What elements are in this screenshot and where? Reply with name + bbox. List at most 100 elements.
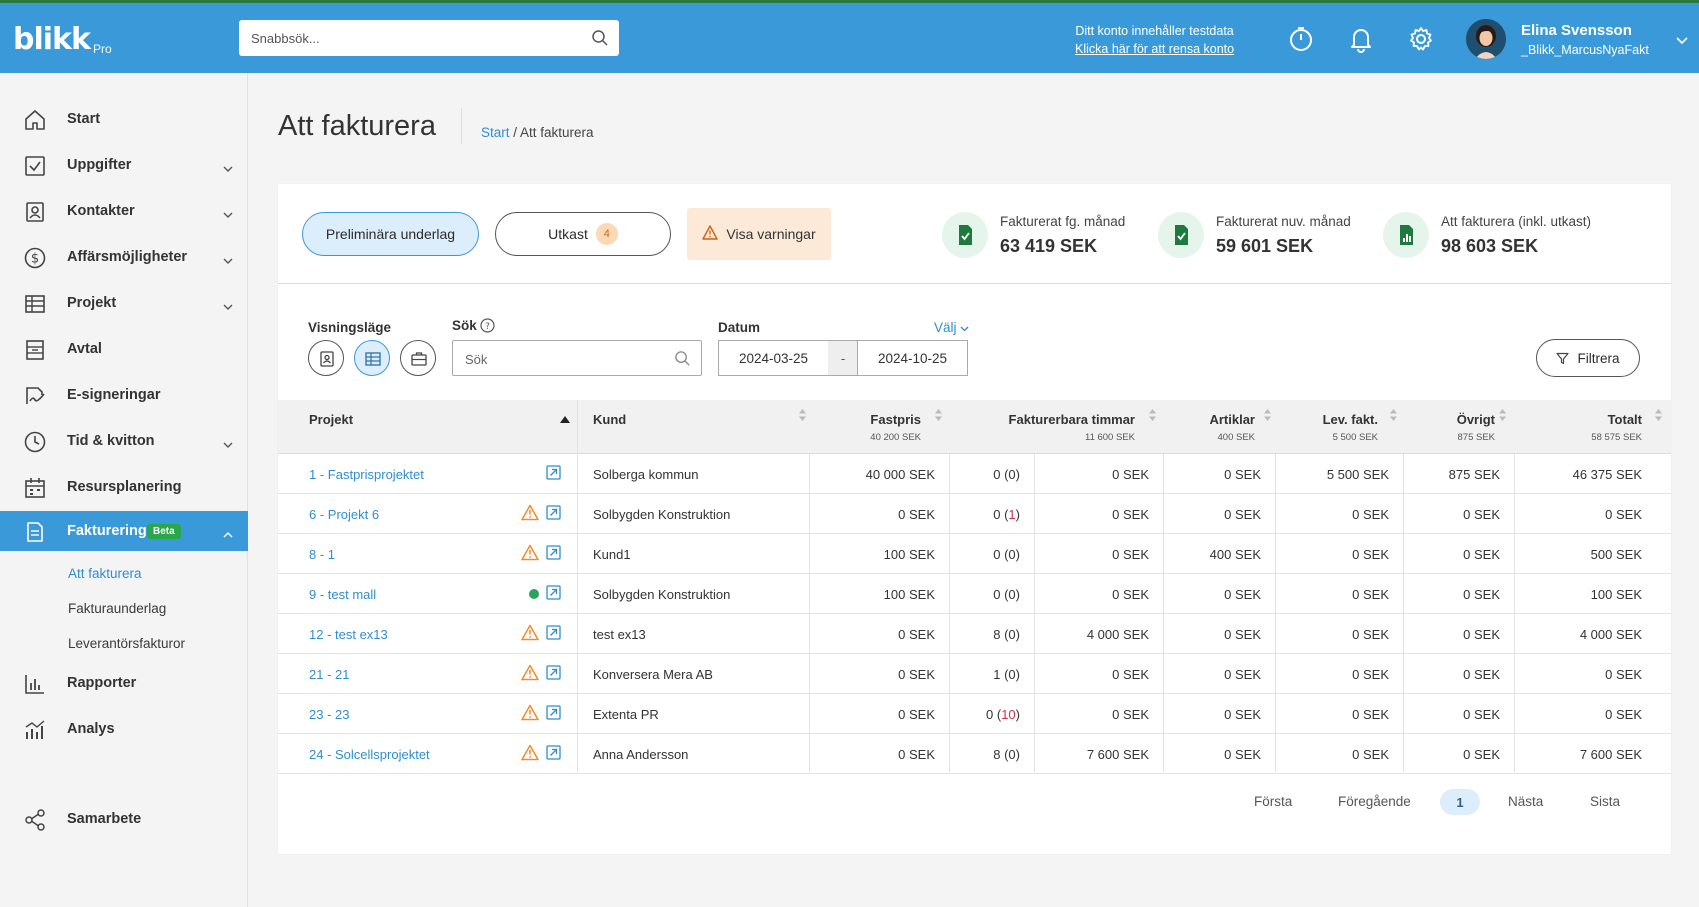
- sidebar-item-uppgifter[interactable]: Uppgifter: [0, 145, 248, 185]
- sort-icon[interactable]: [1148, 408, 1157, 425]
- pagination-last[interactable]: Sista: [1590, 794, 1621, 809]
- document-check-icon: [942, 212, 988, 258]
- project-link[interactable]: 12 - test ex13: [309, 627, 388, 642]
- clear-account-link[interactable]: Klicka här för att rensa konto: [1075, 42, 1235, 56]
- warning-icon[interactable]: [521, 704, 539, 724]
- col-header-lev-fakt[interactable]: Lev. fakt. 5 500 SEK: [1323, 412, 1378, 443]
- project-link[interactable]: 21 - 21: [309, 667, 350, 682]
- pagination-previous[interactable]: Föregående: [1338, 794, 1411, 809]
- project-link[interactable]: 23 - 23: [309, 707, 350, 722]
- avatar[interactable]: [1466, 19, 1506, 59]
- view-contacts-button[interactable]: [308, 340, 344, 376]
- tab-preliminary[interactable]: Preliminära underlag: [302, 212, 479, 256]
- table-row[interactable]: 21 - 21 Konversera Mera AB 0 SEK 1 (0) 0 SEK…: [278, 654, 1671, 694]
- warning-icon[interactable]: [521, 504, 539, 524]
- quick-search-input[interactable]: Snabbsök...: [239, 20, 619, 56]
- tab-drafts[interactable]: Utkast 4: [495, 212, 671, 256]
- customer-cell: Solbygden Konstruktion: [593, 587, 731, 602]
- sidebar-item-start[interactable]: Start: [0, 99, 248, 139]
- show-warnings-button[interactable]: Visa varningar: [687, 208, 831, 260]
- open-external-icon[interactable]: [546, 545, 561, 563]
- sort-asc-icon[interactable]: [560, 411, 570, 426]
- project-link[interactable]: 9 - test mall: [309, 587, 377, 602]
- col-header-ovrigt[interactable]: Övrigt 875 SEK: [1457, 412, 1495, 443]
- table-row[interactable]: 8 - 1 Kund1 100 SEK 0 (0) 0 SEK 400 SEK 0 SEK 0…: [278, 534, 1671, 574]
- sidebar-subitem-att-fakturera[interactable]: Att fakturera: [68, 566, 142, 581]
- warning-icon[interactable]: [521, 664, 539, 684]
- pagination-first[interactable]: Första: [1254, 794, 1293, 809]
- table-row[interactable]: 24 - Solcellsprojektet Anna Andersson 0 SE…: [278, 734, 1671, 774]
- filter-button[interactable]: Filtrera: [1536, 339, 1640, 377]
- table-row[interactable]: 6 - Projekt 6 Solbygden Konstruktion 0 SEK…: [278, 494, 1671, 534]
- sort-icon[interactable]: [798, 408, 807, 425]
- table-row[interactable]: 1 - Fastprisprojektet Solberga kommun 40 0…: [278, 454, 1671, 494]
- open-external-icon[interactable]: [546, 505, 561, 523]
- beta-badge: Beta: [147, 524, 181, 539]
- date-from-input[interactable]: 2024-03-25: [718, 340, 829, 376]
- sort-icon[interactable]: [1654, 408, 1663, 425]
- sort-icon[interactable]: [1263, 408, 1272, 425]
- table-row[interactable]: 12 - test ex13 test ex13 0 SEK 8 (0) 4 000 S…: [278, 614, 1671, 654]
- sidebar-item-fakturering[interactable]: Fakturering Beta: [0, 511, 248, 551]
- sort-icon[interactable]: [1498, 408, 1507, 425]
- col-header-fastpris[interactable]: Fastpris 40 200 SEK: [870, 412, 921, 443]
- sidebar-item-resursplanering[interactable]: Resursplanering: [0, 467, 248, 507]
- open-external-icon[interactable]: [546, 465, 561, 483]
- table-row[interactable]: 9 - test mall Solbygden Konstruktion 100 S…: [278, 574, 1671, 614]
- col-header-artiklar[interactable]: Artiklar 400 SEK: [1209, 412, 1255, 443]
- sort-icon[interactable]: [1389, 408, 1398, 425]
- hours-amount-cell: 0 SEK: [1112, 547, 1149, 562]
- sidebar-item-tid-kvitton[interactable]: Tid & kvitton: [0, 421, 248, 461]
- user-name[interactable]: Elina Svensson: [1521, 22, 1632, 39]
- open-external-icon[interactable]: [546, 745, 561, 763]
- col-header-totalt[interactable]: Totalt 58 575 SEK: [1591, 412, 1642, 443]
- sidebar-item-label: Rapporter: [67, 675, 137, 691]
- view-briefcase-button[interactable]: [400, 340, 436, 376]
- col-header-kund[interactable]: Kund: [593, 412, 627, 427]
- invoice-icon: [23, 520, 47, 544]
- col-header-timmar[interactable]: Fakturerbara timmar 11 600 SEK: [1009, 412, 1135, 443]
- help-icon[interactable]: ?: [480, 318, 495, 336]
- sidebar-item-kontakter[interactable]: Kontakter: [0, 191, 248, 231]
- sidebar-subitem-leverantorsfakturor[interactable]: Leverantörsfakturor: [68, 636, 186, 651]
- pagination-next[interactable]: Nästa: [1508, 794, 1544, 809]
- open-external-icon[interactable]: [546, 705, 561, 723]
- open-external-icon[interactable]: [546, 625, 561, 643]
- sidebar-item-e-signeringar[interactable]: E-signeringar: [0, 375, 248, 415]
- total-cell: 46 375 SEK: [1572, 467, 1642, 482]
- project-link[interactable]: 24 - Solcellsprojektet: [309, 747, 430, 762]
- sidebar-item-samarbete[interactable]: Samarbete: [0, 799, 248, 839]
- sidebar-item-affarsmojligheter[interactable]: $ Affärsmöjligheter: [0, 237, 248, 277]
- hours-cell: 1 (0): [993, 667, 1020, 682]
- chevron-down-icon[interactable]: [1676, 33, 1688, 48]
- breadcrumb-start-link[interactable]: Start: [481, 125, 510, 140]
- sidebar-item-rapporter[interactable]: Rapporter: [0, 663, 248, 703]
- search-input[interactable]: Sök: [452, 340, 702, 376]
- stopwatch-icon[interactable]: [1288, 25, 1314, 56]
- open-external-icon[interactable]: [546, 585, 561, 603]
- warning-icon[interactable]: [521, 624, 539, 644]
- open-external-icon[interactable]: [546, 665, 561, 683]
- table-row[interactable]: 23 - 23 Extenta PR 0 SEK 0 (10) 0 SEK 0 SEK 0 …: [278, 694, 1671, 734]
- pagination-current-page[interactable]: 1: [1440, 789, 1480, 815]
- warning-icon[interactable]: [521, 544, 539, 564]
- warning-icon[interactable]: [521, 744, 539, 764]
- chevron-down-icon: [223, 160, 233, 175]
- sidebar-subitem-fakturaunderlag[interactable]: Fakturaunderlag: [68, 601, 167, 616]
- bell-icon[interactable]: [1348, 25, 1374, 56]
- project-link[interactable]: 6 - Projekt 6: [309, 507, 380, 522]
- sidebar-item-projekt[interactable]: Projekt: [0, 283, 248, 323]
- gear-icon[interactable]: [1407, 25, 1435, 56]
- app-logo[interactable]: blikk: [13, 22, 91, 57]
- filter-button-label: Filtrera: [1577, 350, 1620, 366]
- sort-icon[interactable]: [934, 408, 943, 425]
- project-link[interactable]: 8 - 1: [309, 547, 336, 562]
- col-header-projekt[interactable]: Projekt: [309, 412, 354, 427]
- sidebar: Start Uppgifter Kontakter $ Affärsmöjlig…: [0, 73, 248, 907]
- sidebar-item-avtal[interactable]: Avtal: [0, 329, 248, 369]
- choose-date-dropdown[interactable]: Välj: [934, 320, 969, 335]
- sidebar-item-analys[interactable]: Analys: [0, 709, 248, 749]
- date-to-input[interactable]: 2024-10-25: [857, 340, 968, 376]
- project-link[interactable]: 1 - Fastprisprojektet: [309, 467, 424, 482]
- view-table-button[interactable]: [354, 340, 390, 376]
